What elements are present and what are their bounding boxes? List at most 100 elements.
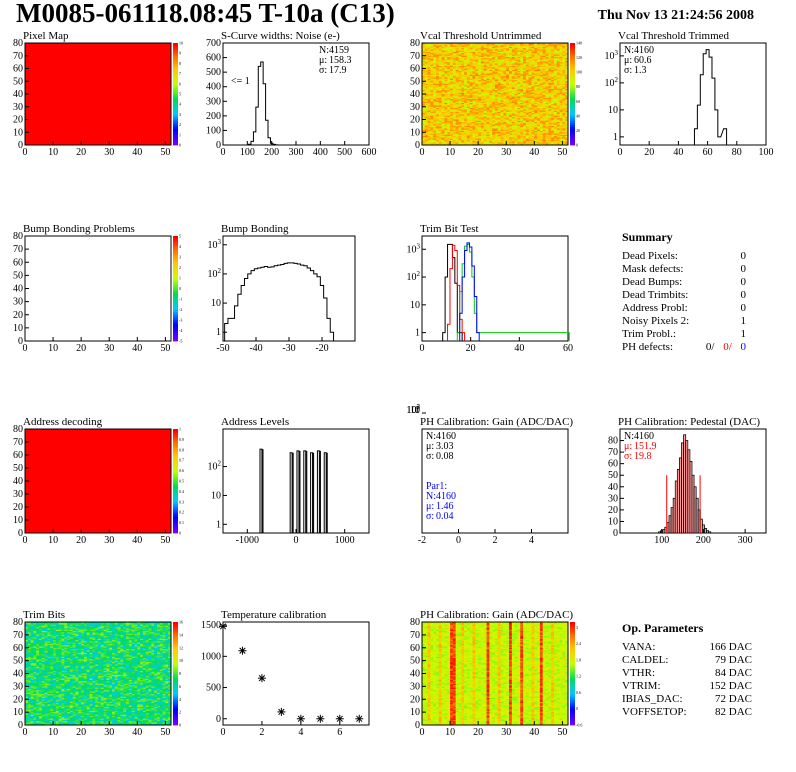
heatmap-cell [551,108,555,110]
heatmap-cell [447,74,451,77]
heatmap-cell [461,119,465,122]
heatmap-cell [537,109,541,111]
heatmap-cell [500,105,504,108]
heatmap-cell [525,68,530,71]
heatmap-cell [27,670,32,673]
heatmap-cell [30,633,34,636]
heatmap-cell [562,125,566,128]
heatmap-cell [422,104,426,106]
heatmap-cell [427,139,431,142]
heatmap-cell [433,43,437,45]
heatmap-cell [489,138,493,141]
heatmap-cell [514,120,518,123]
heatmap-cell [539,83,544,86]
heatmap-cell [525,92,530,95]
heatmap-cell [489,100,493,103]
heatmap-cell [433,74,437,77]
heatmap-cell [528,88,532,91]
heatmap-cell [430,137,434,140]
heatmap-cell [551,87,555,90]
heatmap-cell [539,134,544,137]
heatmap-cell [464,67,468,69]
heatmap-cell [472,125,476,128]
heatmap-cell [537,67,541,69]
heatmap-cell [562,94,566,96]
heatmap-cell [444,78,448,81]
heatmap-cell [433,86,437,89]
palette-step [173,478,178,482]
palette-step [570,75,575,79]
heatmap-cell [551,44,555,46]
heatmap-cell [436,86,440,89]
heatmap-cell [25,628,29,631]
heatmap-cell [511,110,516,113]
heatmap-cell [444,106,448,109]
heatmap-cell [424,49,429,52]
heatmap-cell [523,130,527,133]
palette-step [570,134,575,138]
palette-step [173,315,178,319]
heatmap-cell [27,643,32,646]
y-tick-label: 30 [13,102,23,113]
heatmap-cell [424,118,429,120]
heatmap-cell [525,46,530,49]
heatmap-cell [489,45,493,48]
heatmap-cell [25,709,29,712]
heatmap-cell [466,91,471,94]
heatmap-cell [509,106,513,109]
heatmap-cell [436,78,440,81]
heatmap-cell [25,719,29,722]
heatmap-cell [548,50,552,53]
heatmap-cell [531,74,535,77]
heatmap-cell [447,136,451,138]
heatmap-cell [517,58,521,60]
heatmap-cell [492,43,496,45]
heatmap-cell [483,57,487,59]
heatmap-cell [452,58,457,60]
heatmap-cell [447,106,451,109]
heatmap-cell [565,122,569,124]
stats-value: 4160 [436,431,456,442]
heatmap-cell [537,43,541,45]
heatmap-cell [461,46,465,49]
heatmap-cell [517,91,521,94]
heatmap-cell [455,137,459,140]
heatmap-cell [427,73,431,76]
heatmap-cell [441,118,445,120]
heatmap-cell [464,99,468,101]
heatmap-cell [472,136,476,138]
palette-step [570,138,575,142]
heatmap-cell [511,64,516,67]
heatmap-cell [531,90,535,92]
heatmap-cell [27,687,32,690]
heatmap-cell [422,77,426,80]
heatmap-cell [520,113,524,115]
heatmap-cell [500,50,504,53]
heatmap-cell [464,71,468,73]
heatmap-cell [466,118,471,120]
heatmap-cell [537,58,541,60]
heatmap-cell [444,138,448,141]
heatmap-cell [517,54,521,57]
heatmap-cell [500,115,504,118]
heatmap-cell [452,127,457,129]
heatmap-cell [523,43,527,45]
heatmap-cell [528,109,532,111]
heatmap-cell [551,63,555,66]
heatmap-cell [441,100,445,103]
heatmap-cell [548,74,552,77]
heatmap-cell [433,111,437,114]
heatmap-cell [444,105,448,108]
heatmap-cell [565,54,569,57]
heatmap-cell [503,120,507,123]
x-tick-label: 20 [466,343,476,354]
heatmap-cell [450,119,454,122]
heatmap-cell [458,62,462,64]
heatmap-cell [523,51,527,54]
heatmap-cell [556,53,560,55]
heatmap-cell [523,62,527,64]
heatmap-cell [472,111,476,114]
heatmap-cell [509,95,513,97]
heatmap-cell [503,45,507,48]
